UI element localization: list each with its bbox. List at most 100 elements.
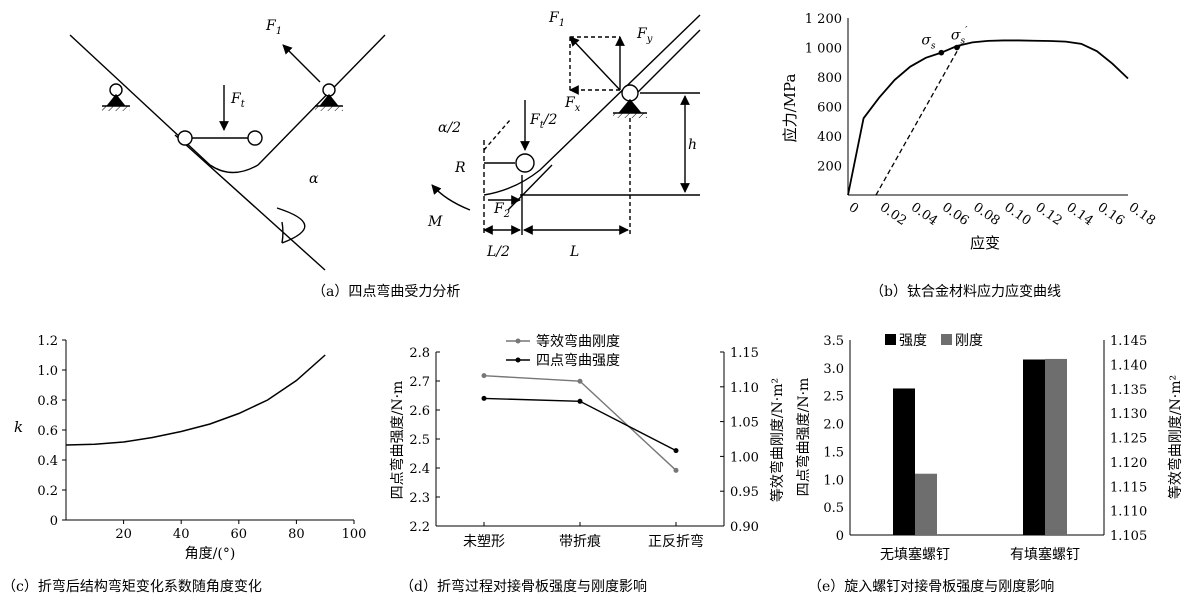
y-tick-label: 1 000	[805, 42, 842, 57]
half-plate-lower	[629, 29, 701, 101]
bar	[1023, 359, 1045, 535]
legend-label: 刚度	[955, 333, 983, 349]
y-tick-label: 0.5	[823, 501, 844, 516]
label-f1: F1	[265, 18, 282, 37]
x-tick-label: 40	[173, 527, 190, 542]
diagram-half-model	[431, 14, 701, 235]
force-f1-arrow	[282, 44, 321, 83]
y-axis-label: 四点弯曲强度/N·m	[795, 378, 812, 497]
yield-point	[938, 49, 945, 56]
series-point	[577, 378, 583, 384]
y-tick-label: 0	[836, 529, 844, 544]
y2-tick-label: 1.00	[730, 450, 759, 465]
label-fx: Fx	[564, 95, 581, 114]
stress-curve	[847, 39, 1129, 196]
y2-tick-label: 1.15	[730, 346, 759, 361]
offset-line	[875, 45, 961, 196]
y-tick-label: 0	[50, 514, 58, 529]
loading-roller-right	[247, 130, 263, 146]
diagram-four-point-bend	[69, 34, 386, 271]
label-h: h	[688, 137, 697, 153]
y2-tick-label: 1.05	[730, 416, 759, 431]
y-axis-label: 应力/MPa	[781, 74, 799, 143]
y-tick-label: 2.0	[823, 418, 844, 433]
x-tick-label: 60	[231, 527, 248, 542]
legend-label: 强度	[899, 333, 927, 349]
y2-tick-label: 1.145	[1110, 334, 1147, 349]
legend-swatch	[941, 334, 952, 345]
x-tick-label: 0.16	[1095, 200, 1127, 229]
y-tick-label: 1.0	[37, 364, 58, 379]
y2-axis-label: 等效弯曲刚度/N·m²	[1167, 375, 1184, 499]
x-tick-label: 0.04	[908, 200, 940, 229]
yield-label: σs′	[951, 26, 968, 47]
y2-tick-label: 1.140	[1110, 358, 1147, 373]
loading-roller-left	[177, 130, 193, 146]
y-tick-label: 2.5	[409, 433, 430, 448]
chart-bending-process: 2.2 2.3 2.4 2.5 2.6 2.7 2.8 0.90 0.95 1.00 1.05 1.1…	[389, 333, 786, 550]
support-right-icon	[319, 93, 339, 106]
x-axis-label: 应变	[970, 234, 1000, 252]
y2-tick-label: 1.105	[1110, 529, 1147, 544]
y-tick-label: 2.7	[409, 375, 430, 390]
y-tick-label: 1.2	[37, 334, 58, 349]
x-tick-label: 0.14	[1063, 200, 1095, 229]
x-tick-label: 0.10	[1001, 200, 1033, 229]
plate-bend	[209, 164, 259, 174]
y-tick-label: 800	[817, 71, 842, 86]
y2-tick-label: 1.125	[1110, 432, 1147, 447]
half-roller	[515, 153, 535, 173]
caption-a: （a）四点弯曲受力分析	[312, 283, 460, 300]
k-curve	[65, 354, 326, 446]
label-ft: Ft	[230, 91, 246, 110]
support-left-icon	[106, 93, 126, 106]
legend-marker	[515, 357, 521, 363]
y2-tick-label: 0.90	[730, 520, 759, 535]
label-alpha2: α/2	[438, 120, 461, 136]
y-axis-label: 四点弯曲强度/N·m	[389, 381, 406, 500]
caption-d: （d）折弯过程对接骨板强度与刚度影响	[400, 578, 647, 595]
y2-tick-label: 1.120	[1110, 456, 1147, 471]
y2-tick-label: 1.135	[1110, 383, 1147, 398]
x-tick-label: 有填塞螺钉	[1010, 546, 1080, 563]
legend-label: 四点弯曲强度	[536, 352, 620, 369]
y-tick-label: 2.6	[409, 404, 430, 419]
y-tick-label: 0.6	[37, 424, 58, 439]
label-m: M	[427, 214, 443, 230]
x-tick-label: 带折痕	[559, 534, 601, 550]
label-ft2: Ft/2	[529, 112, 557, 131]
chart-k-vs-angle: 0 0.2 0.4 0.6 0.8 1.0 1.2 20 40 60 80 100 角度/(°) k	[14, 334, 366, 562]
half-support-roller	[621, 84, 639, 102]
x-tick-label: 无填塞螺钉	[880, 546, 950, 563]
legend-swatch	[885, 334, 896, 345]
legend-label: 等效弯曲刚度	[536, 333, 620, 350]
y-tick-label: 400	[817, 130, 842, 145]
y-tick-label: 3.0	[823, 362, 844, 377]
plate-left-arm	[69, 34, 211, 166]
moment-arrow	[431, 184, 471, 211]
bar	[1045, 358, 1067, 535]
x-tick-label: 0.08	[970, 200, 1002, 229]
label-f1-2: F1	[548, 10, 565, 29]
label-l: L	[569, 244, 579, 260]
bar	[915, 473, 937, 535]
series-point	[481, 395, 487, 401]
bar	[893, 388, 915, 535]
caption-c: （c）折弯后结构弯矩变化系数随角度变化	[2, 578, 262, 595]
y2-tick-label: 1.110	[1110, 505, 1147, 520]
series-point	[673, 448, 679, 454]
x-tick-label: 0.12	[1032, 200, 1064, 229]
y2-tick-label: 1.10	[730, 381, 759, 396]
x-tick-label: 0	[846, 200, 861, 217]
y-tick-label: 0.2	[37, 484, 58, 499]
y-tick-label: 2.8	[409, 346, 430, 361]
label-r: R	[454, 160, 466, 176]
y2-tick-label: 0.95	[730, 485, 759, 500]
series-line	[483, 374, 677, 471]
y-axis-label: k	[14, 418, 23, 436]
plate-right-arm	[257, 34, 386, 166]
x-tick-label: 0.06	[939, 200, 971, 229]
plate-lower-edge	[174, 134, 326, 271]
y-tick-label: 1.5	[823, 445, 844, 460]
